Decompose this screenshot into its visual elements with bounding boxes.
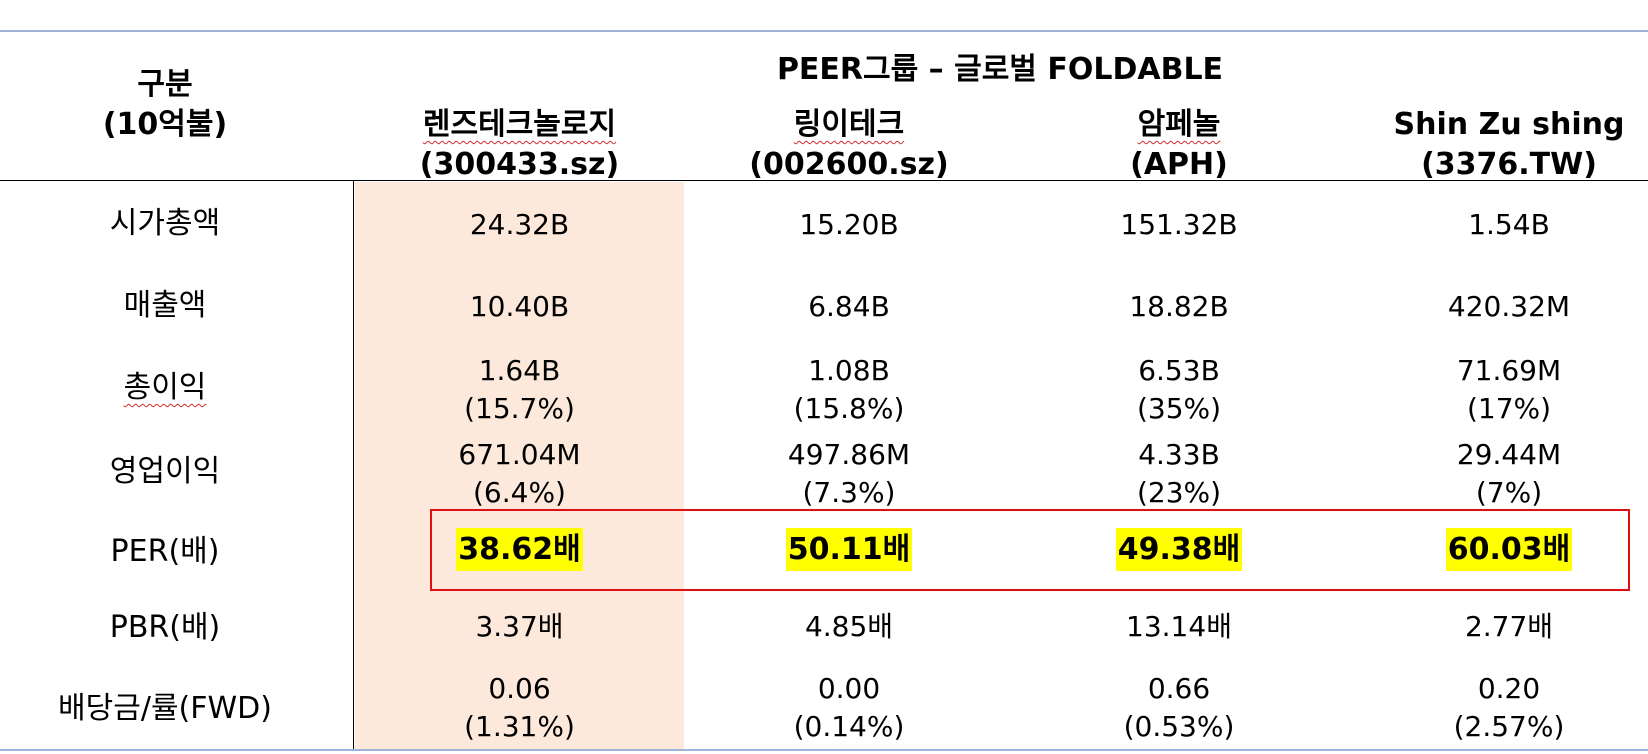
gross-profit-cell: 1.08B (15.8%) [684,352,1014,428]
highlighted-column-background [355,182,684,749]
revenue-value: 420.32M [1447,290,1571,323]
gross-profit-value: 71.69M [1456,354,1562,387]
operating-income-margin: (6.4%) [473,476,566,509]
pbr-value: 2.77배 [1464,610,1554,643]
per-value: 60.03배 [1445,528,1573,571]
gross-profit-margin: (15.8%) [793,392,905,425]
dividend-cell: 0.00 (0.14%) [684,670,1014,746]
company-ticker: (002600.sz) [749,147,949,182]
revenue-value: 6.84B [808,290,890,323]
company-header-lens-technology: 렌즈테크놀로지 (300433.sz) [355,105,684,185]
company-name: Shin Zu shing [1393,107,1625,142]
per-cell: 50.11배 [684,528,1014,571]
operating-income-value: 4.33B [1138,438,1220,471]
pbr-value: 13.14배 [1126,610,1232,643]
operating-income-value: 671.04M [458,438,581,471]
dividend-cell: 0.20 (2.57%) [1344,670,1648,746]
operating-income-margin: (23%) [1136,476,1222,509]
operating-income-value: 497.86M [787,438,911,471]
per-highlight-box [430,509,1630,591]
dividend-cell: 0.66 (0.53%) [1014,670,1344,746]
per-value: 50.11배 [785,528,913,571]
row-label-market-cap: 시가총액 [109,206,221,241]
operating-income-cell: 29.44M (7%) [1344,436,1648,512]
company-ticker: (3376.TW) [1421,147,1597,182]
per-cell: 60.03배 [1344,528,1648,571]
dividend-value: 0.20 [1477,672,1541,705]
gross-profit-cell: 1.64B (15.7%) [355,352,684,428]
dividend-cell: 0.06 (1.31%) [355,670,684,746]
row-label-pbr: PBR(배) [109,610,221,645]
header-rule [0,180,1648,181]
dividend-yield: (1.31%) [464,710,575,743]
market-cap-value: 151.32B [1120,208,1238,241]
revenue-value: 18.82B [1129,290,1229,323]
row-label-operating-income: 영업이익 [109,454,221,489]
gross-profit-margin: (15.7%) [464,392,575,425]
dividend-value: 0.66 [1147,672,1211,705]
gross-profit-margin: (17%) [1466,392,1552,425]
per-cell: 38.62배 [355,528,684,571]
gross-profit-value: 1.64B [478,354,561,387]
label-column-divider [353,181,354,749]
dividend-yield: (0.53%) [1123,710,1235,743]
per-cell: 49.38배 [1014,528,1344,571]
dividend-yield: (0.14%) [793,710,905,743]
company-header-shin-zu-shing: Shin Zu shing (3376.TW) [1344,105,1648,185]
revenue-value: 10.40B [469,290,570,323]
pbr-value: 4.85배 [804,610,894,643]
company-header-amphenol: 암페놀 (APH) [1014,105,1344,185]
company-ticker: (300433.sz) [419,147,620,182]
gross-profit-value: 6.53B [1138,354,1220,387]
dividend-value: 0.06 [488,672,551,705]
market-cap-value: 24.32B [469,208,570,241]
operating-income-margin: (7.3%) [802,476,896,509]
row-label-revenue: 매출액 [123,288,207,323]
operating-income-cell: 497.86M (7.3%) [684,436,1014,512]
row-label-per: PER(배) [110,534,220,569]
operating-income-cell: 671.04M (6.4%) [355,436,684,512]
market-cap-value: 1.54B [1468,208,1550,241]
category-header-line2: (10억불) [102,107,228,142]
per-value: 38.62배 [456,528,583,571]
row-label-dividend: 배당금/률(FWD) [58,691,272,726]
market-cap-value: 15.20B [799,208,899,241]
company-header-lingyi-tech: 링이테크 (002600.sz) [684,105,1014,185]
gross-profit-value: 1.08B [808,354,890,387]
bottom-rule [0,749,1648,751]
operating-income-cell: 4.33B (23%) [1014,436,1344,512]
company-name: 링이테크 [793,107,905,142]
dividend-value: 0.00 [817,672,881,705]
category-header: 구분 (10억불) [40,65,290,145]
operating-income-value: 29.44M [1456,438,1562,471]
peer-group-title: PEER그룹 – 글로벌 FOLDABLE [776,52,1224,87]
gross-profit-margin: (35%) [1136,392,1222,425]
company-ticker: (APH) [1130,147,1228,182]
company-name: 렌즈테크놀로지 [422,107,617,142]
operating-income-margin: (7%) [1475,476,1543,509]
gross-profit-cell: 71.69M (17%) [1344,352,1648,428]
top-rule [0,30,1648,32]
company-name: 암페놀 [1137,107,1221,142]
dividend-yield: (2.57%) [1453,710,1565,743]
per-value: 49.38배 [1115,528,1243,571]
pbr-value: 3.37배 [475,610,564,643]
gross-profit-cell: 6.53B (35%) [1014,352,1344,428]
row-label-gross-profit: 총이익 [123,370,207,405]
category-header-line1: 구분 [137,67,193,102]
